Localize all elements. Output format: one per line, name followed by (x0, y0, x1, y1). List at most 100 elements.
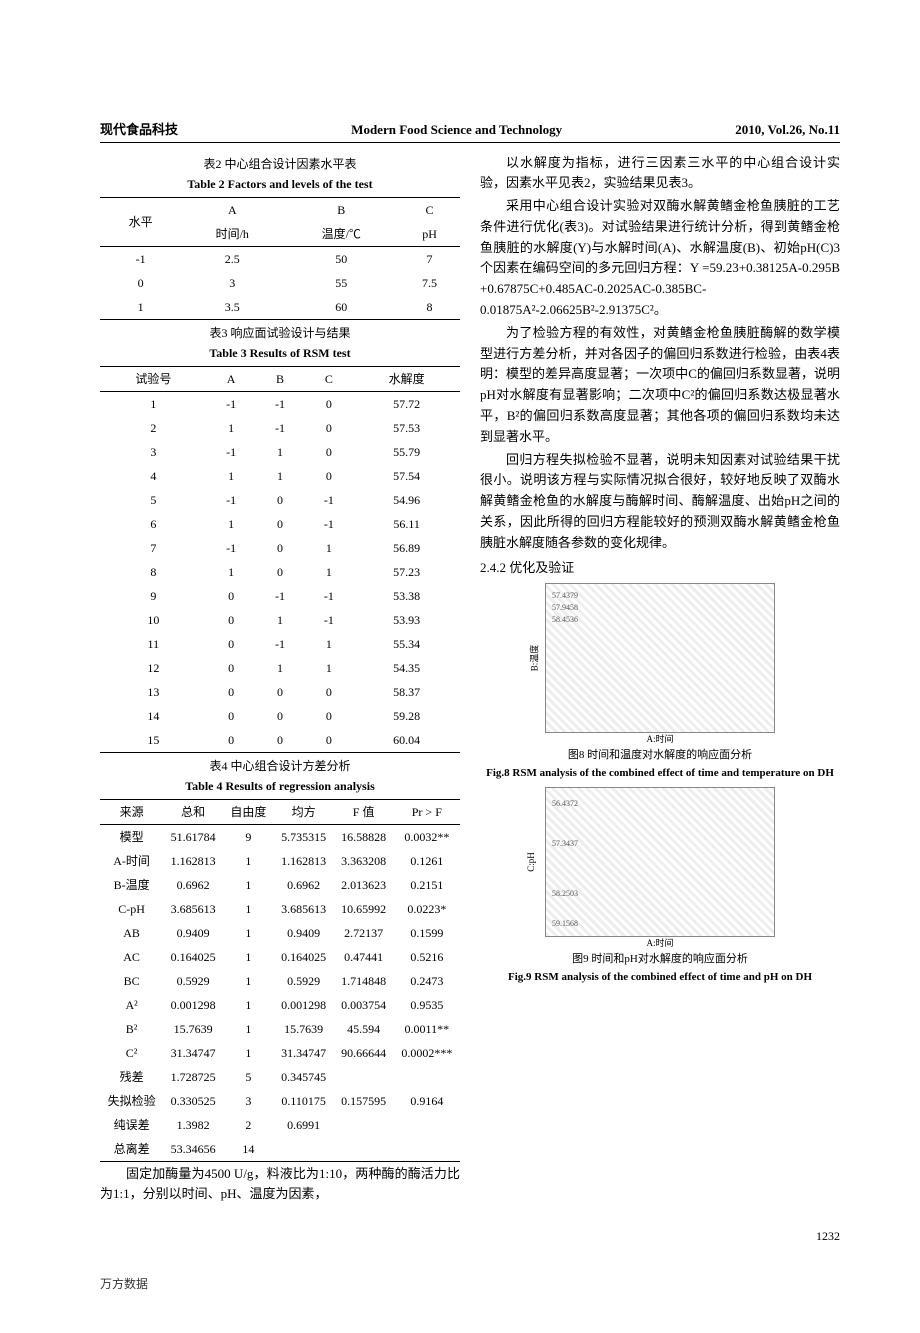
table-cell: 51.61784 (163, 824, 223, 849)
table4: 来源总和自由度均方F 值Pr > F 模型51.6178495.73531516… (100, 799, 460, 1162)
table-header-cell: 来源 (100, 799, 163, 824)
table-cell: 0.001298 (163, 993, 223, 1017)
table-cell: 1 (304, 560, 353, 584)
left-column: 表2 中心组合设计因素水平表 Table 2 Factors and level… (100, 151, 460, 1208)
t2-h-a: A (181, 197, 283, 222)
content-columns: 表2 中心组合设计因素水平表 Table 2 Factors and level… (100, 151, 840, 1208)
fig8-label-b: 57.9458 (552, 602, 578, 614)
table-cell: 0.5929 (163, 969, 223, 993)
table-cell: A-时间 (100, 849, 163, 873)
table-cell (334, 1137, 394, 1162)
table-cell: -1 (207, 391, 256, 416)
table-cell: 56.11 (353, 512, 460, 536)
table2-caption-en: Table 2 Factors and levels of the test (100, 175, 460, 193)
table-cell: 57.54 (353, 464, 460, 488)
table-cell: 3 (100, 440, 207, 464)
table-header-cell: 均方 (274, 799, 334, 824)
figure-8-plot: 57.4379 57.9458 58.4536 A:时间 B:温度 (545, 583, 775, 733)
table-cell: 1 (256, 608, 305, 632)
table2: 水平 A B C 时间/h 温度/℃ pH -12.550703557.513.… (100, 197, 460, 320)
table-cell: 55 (283, 271, 399, 295)
table-row: 1201154.35 (100, 656, 460, 680)
table-cell: 模型 (100, 824, 163, 849)
table-cell (394, 1113, 460, 1137)
table3-caption-cn: 表3 响应面试验设计与结果 (100, 324, 460, 342)
table-cell: 1.162813 (274, 849, 334, 873)
table-cell: 9 (223, 824, 274, 849)
table-cell: -1 (256, 632, 305, 656)
table-cell: 3.685613 (163, 897, 223, 921)
fig8-caption-cn: 图8 时间和温度对水解度的响应面分析 (480, 747, 840, 764)
figure-9-plot: 56.4372 57.3437 58.2503 59.1568 A:时间 C:p… (545, 787, 775, 937)
issue-info: 2010, Vol.26, No.11 (735, 120, 840, 140)
table-cell: 1 (223, 897, 274, 921)
table-cell: 0 (304, 728, 353, 753)
table-header-cell: C (304, 366, 353, 391)
table-row: 7-10156.89 (100, 536, 460, 560)
table-cell: 53.93 (353, 608, 460, 632)
table-cell: A² (100, 993, 163, 1017)
table-cell: 31.34747 (163, 1041, 223, 1065)
journal-name-cn: 现代食品科技 (100, 120, 178, 140)
table-cell: 50 (283, 246, 399, 271)
table-cell: 0 (207, 656, 256, 680)
table-cell: 0.0002*** (394, 1041, 460, 1065)
table-cell: -1 (100, 246, 181, 271)
table-cell: AB (100, 921, 163, 945)
t4-body: 模型51.6178495.73531516.588280.0032**A-时间1… (100, 824, 460, 1161)
t2-h-ph: pH (399, 222, 460, 247)
table-row: 110-1155.34 (100, 632, 460, 656)
table-row: 21-1057.53 (100, 416, 460, 440)
table-cell: 0.1599 (394, 921, 460, 945)
table-cell (394, 1065, 460, 1089)
table-cell: 残差 (100, 1065, 163, 1089)
table-cell: 1 (304, 656, 353, 680)
table-cell: 60 (283, 295, 399, 320)
table-cell: 15 (100, 728, 207, 753)
right-column: 以水解度为指标，进行三因素三水平的中心组合设计实验，因素水平见表2，实验结果见表… (480, 151, 840, 1208)
table-row: C²31.34747131.3474790.666440.0002*** (100, 1041, 460, 1065)
table-cell: 8 (100, 560, 207, 584)
table-cell: 0.110175 (274, 1089, 334, 1113)
table-row: A²0.00129810.0012980.0037540.9535 (100, 993, 460, 1017)
table-cell: 纯误差 (100, 1113, 163, 1137)
figure-8: 57.4379 57.9458 58.4536 A:时间 B:温度 图8 时间和… (480, 583, 840, 781)
table-cell (334, 1113, 394, 1137)
table-row: B-温度0.696210.69622.0136230.2151 (100, 873, 460, 897)
table-row: AB0.940910.94092.721370.1599 (100, 921, 460, 945)
table-cell: -1 (207, 536, 256, 560)
table-row: AC0.16402510.1640250.474410.5216 (100, 945, 460, 969)
table-cell: 90.66644 (334, 1041, 394, 1065)
table-cell: AC (100, 945, 163, 969)
journal-name-en: Modern Food Science and Technology (351, 120, 562, 140)
table4-caption-en: Table 4 Results of regression analysis (100, 777, 460, 795)
table-cell: 0.1261 (394, 849, 460, 873)
table-row: 纯误差1.398220.6991 (100, 1113, 460, 1137)
table-cell: 13 (100, 680, 207, 704)
table-row: 残差1.72872550.345745 (100, 1065, 460, 1089)
page-number: 1232 (100, 1227, 840, 1245)
table-cell: 0 (304, 416, 353, 440)
table-cell: C-pH (100, 897, 163, 921)
table-cell: -1 (256, 391, 305, 416)
table-cell: 2.72137 (334, 921, 394, 945)
table-cell: B-温度 (100, 873, 163, 897)
table-cell: 8 (399, 295, 460, 320)
table-cell: BC (100, 969, 163, 993)
table-cell: 0.9409 (274, 921, 334, 945)
table-cell: -1 (304, 512, 353, 536)
table-cell: 0 (256, 680, 305, 704)
t3-head: 试验号ABC水解度 (100, 366, 460, 391)
table-header-cell: B (256, 366, 305, 391)
table-cell: 0.5929 (274, 969, 334, 993)
table-row: B²15.7639115.763945.5940.0011** (100, 1017, 460, 1041)
right-para-3: 为了检验方程的有效性，对黄鳍金枪鱼胰脏酶解的数学模型进行方差分析，并对各因子的偏… (480, 323, 840, 448)
table-cell: 15.7639 (274, 1017, 334, 1041)
table-cell: 0 (207, 728, 256, 753)
section-2-4-2-heading: 2.4.2 优化及验证 (480, 558, 840, 578)
table-cell: 0 (304, 391, 353, 416)
t2-h-c: C (399, 197, 460, 222)
table-header-cell: Pr > F (394, 799, 460, 824)
table-cell: -1 (207, 440, 256, 464)
t2-h-time: 时间/h (181, 222, 283, 247)
